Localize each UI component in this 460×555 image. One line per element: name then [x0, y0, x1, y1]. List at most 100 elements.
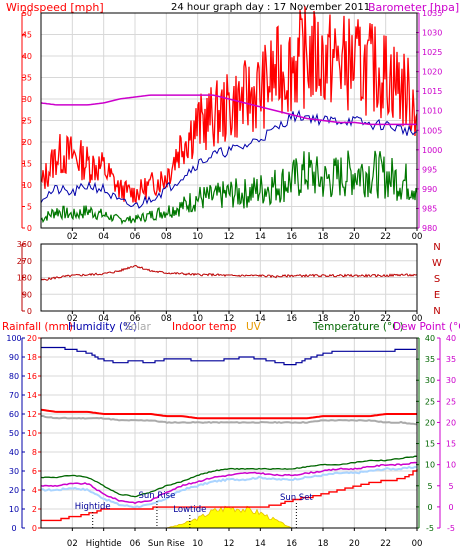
y-tick-label: 30 — [446, 376, 456, 385]
humidity-axis-title: Humidity (%) — [68, 321, 137, 333]
y-tick-label: -5 — [447, 524, 455, 533]
x-tick-label: 20 — [349, 314, 360, 324]
y-tick-label: 180 — [17, 274, 32, 283]
wind-gust-line — [40, 6, 418, 204]
x-tick-label: 02 — [67, 232, 78, 242]
y-tick-label: 90 — [22, 290, 32, 299]
y-tick-label: 1000 — [422, 146, 442, 155]
y-tick-label: 0 — [11, 524, 16, 533]
y-tick-label: 10 — [425, 461, 435, 470]
y-tick-label: 20 — [446, 418, 456, 427]
y-tick-label: -5 — [426, 524, 434, 533]
y-tick-label: 25 — [22, 117, 32, 126]
x-tick-label: 12 — [224, 539, 235, 549]
x-tick-label: 14 — [255, 539, 266, 549]
y-tick-label: 10 — [446, 461, 456, 470]
y-tick-label: 40 — [9, 448, 19, 457]
y-tick-label: 10 — [22, 181, 32, 190]
y-tick-label: 50 — [22, 9, 32, 18]
y-tick-label: 5 — [427, 482, 432, 491]
y-tick-label: 40 — [425, 334, 435, 343]
y-tick-label: 70 — [9, 391, 19, 400]
y-tick-label: 15 — [425, 440, 435, 449]
p2-left-axis-ticks: 0 90 180 270 360 — [17, 240, 32, 316]
indoor-temp2-line — [41, 415, 418, 426]
y-tick-label: 60 — [9, 410, 19, 419]
x-tick-label: Hightide — [86, 539, 122, 549]
y-tick-label: 90 — [9, 353, 19, 362]
y-tick-label: 25 — [425, 397, 435, 406]
compass-label: N — [433, 306, 440, 317]
y-tick-label: 25 — [446, 397, 456, 406]
temperature-axis-title: Temperature (°C) — [312, 321, 404, 333]
y-tick-label: 1030 — [422, 29, 442, 38]
x-tick-label: 00 — [412, 314, 423, 324]
wind-min-speed-line — [40, 150, 418, 225]
y-tick-label: 35 — [425, 355, 435, 364]
x-tick-label: 08 — [161, 314, 172, 324]
x-tick-label: 02 — [67, 539, 78, 549]
y-tick-label: 20 — [27, 334, 37, 343]
y-tick-label: 990 — [422, 185, 437, 194]
p2-grid — [41, 243, 418, 312]
y-tick-label: 1020 — [422, 68, 442, 77]
p1-x-axis-ticks: 02 04 06 08 10 12 14 16 18 20 22 00 — [67, 228, 422, 242]
x-tick-label: 12 — [224, 232, 235, 242]
y-tick-label: 30 — [425, 376, 435, 385]
y-tick-label: 1015 — [422, 87, 442, 96]
y-tick-label: 5 — [448, 482, 453, 491]
dew-point-axis-title: Dew Point (°C) — [393, 321, 460, 333]
y-tick-label: 995 — [422, 165, 437, 174]
x-tick-label: 18 — [318, 314, 329, 324]
y-tick-label: 45 — [22, 31, 32, 40]
chart-title: 24 hour graph day : 17 November 2011 — [171, 2, 370, 13]
x-tick-label: 12 — [224, 314, 235, 324]
x-tick-label: Sun Rise — [148, 539, 185, 549]
p3-rainfall-axis-ticks: 0 2 4 6 8 10 12 14 16 18 20 — [27, 334, 41, 533]
p2-x-axis-ticks: 02 04 06 08 10 12 14 16 18 20 22 00 — [67, 311, 422, 324]
y-tick-label: 50 — [9, 429, 19, 438]
y-tick-label: 15 — [446, 440, 456, 449]
y-tick-label: 10 — [9, 505, 19, 514]
compass-label: W — [432, 258, 442, 269]
x-tick-label: 02 — [67, 314, 78, 324]
compass-label: N — [433, 242, 440, 253]
x-tick-label: 22 — [380, 232, 391, 242]
y-tick-label: 980 — [422, 224, 437, 233]
x-tick-label: 18 — [318, 232, 329, 242]
y-tick-label: 0 — [27, 307, 32, 316]
p1-plot-frame — [40, 12, 418, 229]
p3-x-axis-ticks: 02 Hightide 06 Sun Rise 10 12 14 16 18 20 22 00 — [67, 528, 422, 549]
y-tick-label: 35 — [22, 74, 32, 83]
y-tick-label: 1010 — [422, 107, 442, 116]
indoor-temp-line — [40, 408, 417, 420]
x-tick-label: 20 — [349, 232, 360, 242]
p3-plot-frame — [40, 337, 418, 529]
wind-direction-line — [40, 264, 418, 281]
y-tick-label: 30 — [22, 95, 32, 104]
x-tick-label: 20 — [349, 539, 360, 549]
x-tick-label: 06 — [130, 232, 141, 242]
y-tick-label: 20 — [9, 486, 19, 495]
wind-average-line — [40, 109, 418, 209]
temperature-line — [40, 455, 418, 498]
indoor-temp-axis-title: Indoor temp — [172, 321, 237, 333]
compass-label: S — [434, 274, 440, 285]
dew-point-line — [40, 461, 418, 505]
x-tick-label: 10 — [192, 232, 203, 242]
y-tick-label: 5 — [27, 203, 32, 212]
y-tick-label: 0 — [427, 503, 432, 512]
windspeed-axis-title: Windspeed [mph] — [6, 1, 104, 14]
x-tick-label: 22 — [380, 314, 391, 324]
p3-series — [40, 346, 418, 529]
x-tick-label: 22 — [380, 539, 391, 549]
event-label: Sun Set — [280, 493, 313, 503]
y-tick-label: 1035 — [422, 9, 442, 18]
p3-grid — [41, 337, 418, 529]
y-tick-label: 2 — [32, 505, 37, 514]
y-tick-label: 8 — [32, 448, 37, 457]
y-tick-label: 270 — [17, 257, 32, 266]
x-tick-label: 16 — [286, 539, 297, 549]
p1-left-axis-ticks: 0 5 10 15 20 25 30 35 40 45 50 — [22, 9, 32, 233]
